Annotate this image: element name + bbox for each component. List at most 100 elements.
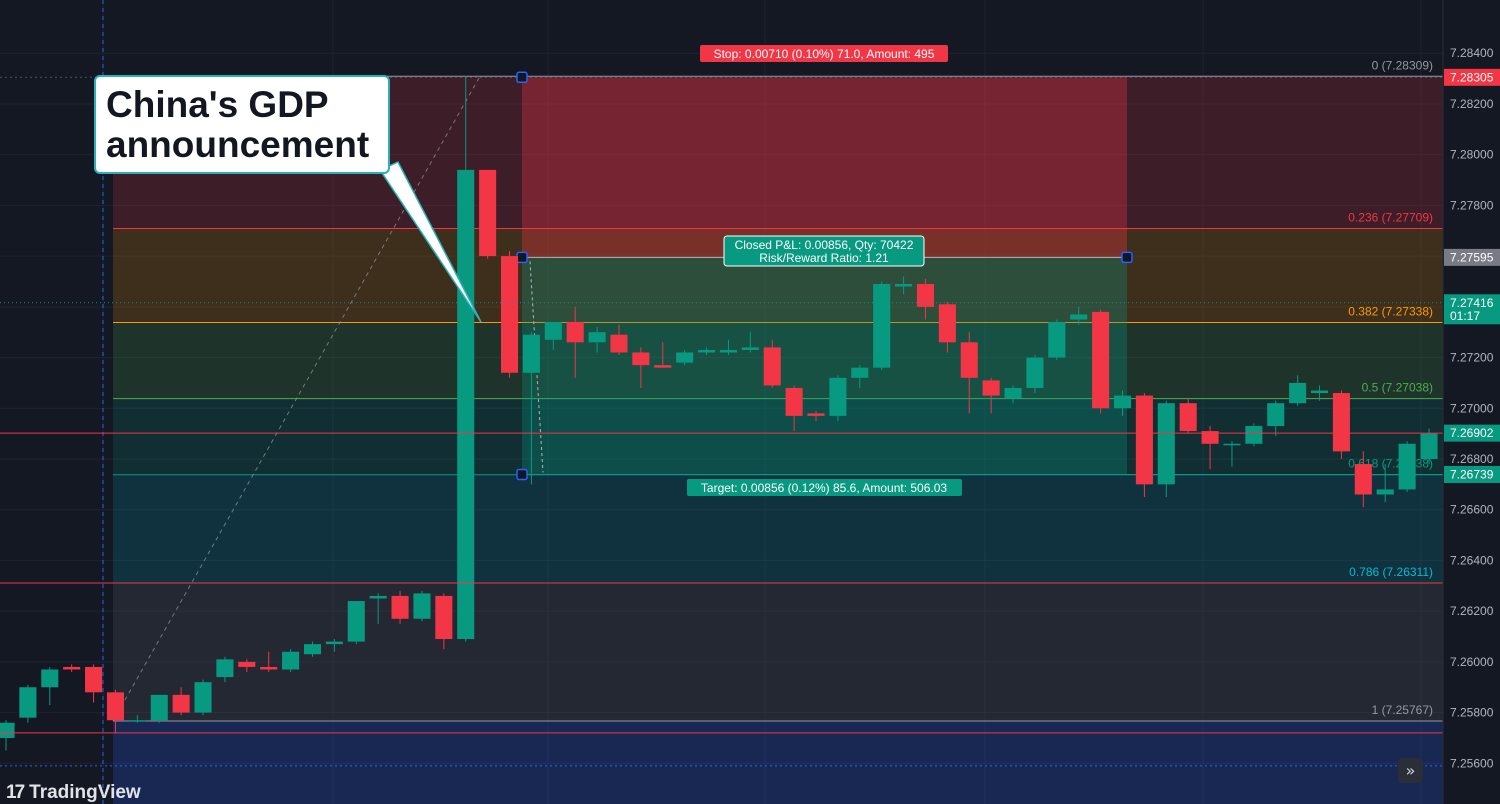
candle xyxy=(0,720,15,751)
candle-body xyxy=(1070,314,1088,320)
candle-body xyxy=(829,377,847,416)
price-axis[interactable]: 7.284007.282007.280007.278007.276007.274… xyxy=(1442,0,1500,804)
candle xyxy=(632,347,650,388)
price-tag[interactable]: 7.26902 xyxy=(1444,424,1500,442)
stop-label-text: Stop: 0.00710 (0.10%) 71.0, Amount: 495 xyxy=(714,47,935,61)
candle-body xyxy=(0,722,15,738)
candle xyxy=(960,332,978,414)
price-tag[interactable]: 7.26739 xyxy=(1444,465,1500,483)
price-tick-label: 7.25800 xyxy=(1450,706,1494,720)
candle xyxy=(719,339,737,356)
candle-body xyxy=(369,595,387,599)
pnl-line-2: Risk/Reward Ratio: 1.21 xyxy=(759,251,889,265)
drag-handle[interactable] xyxy=(1121,251,1133,264)
candle xyxy=(588,327,606,353)
stop-label-bg xyxy=(700,45,948,62)
candle-body xyxy=(1223,443,1241,446)
annotation-callout[interactable]: China's GDP announcement xyxy=(94,75,390,174)
candle-body xyxy=(588,332,606,343)
candle-body xyxy=(676,352,694,363)
price-tag[interactable]: 7.27595 xyxy=(1444,248,1500,266)
candle xyxy=(895,276,913,295)
candle-body xyxy=(106,692,124,721)
candle-body xyxy=(41,669,59,688)
candle-body xyxy=(1157,403,1175,485)
candle-body xyxy=(741,347,759,350)
price-tag-bg xyxy=(1444,68,1500,86)
price-tick-label: 7.26600 xyxy=(1450,503,1494,517)
candle-body xyxy=(260,666,278,670)
fib-band xyxy=(113,583,1443,721)
candle xyxy=(1354,451,1372,508)
candle-body xyxy=(1311,390,1329,394)
candles xyxy=(0,76,1438,751)
candle xyxy=(172,687,190,716)
candle-body xyxy=(1179,403,1197,432)
candle-body xyxy=(1354,464,1372,495)
target-label-text: Target: 0.00856 (0.12%) 85.6, Amount: 50… xyxy=(701,481,947,495)
candle xyxy=(325,639,343,652)
long-position-tool[interactable] xyxy=(0,71,1443,481)
drag-handle[interactable] xyxy=(516,468,528,481)
fib-level-label: 0 (7.28309) xyxy=(1372,58,1433,72)
candle-body xyxy=(413,593,431,619)
candle-body xyxy=(347,601,365,642)
candle-body xyxy=(1048,322,1066,358)
candle-body xyxy=(1135,395,1153,485)
candle-body xyxy=(654,365,672,368)
candle xyxy=(938,301,956,353)
candle xyxy=(544,322,562,350)
candle-body xyxy=(698,349,716,353)
candle-body xyxy=(807,413,825,416)
stop-label: Stop: 0.00710 (0.10%) 71.0, Amount: 495 xyxy=(700,45,948,62)
candle-body xyxy=(391,595,409,619)
candle xyxy=(1245,423,1263,447)
price-tick-label: 7.28200 xyxy=(1450,97,1494,111)
candle xyxy=(85,664,103,703)
fib-retracement[interactable]: 0 (7.28309) 0.236 (7.27709) 0.382 (7.27338… xyxy=(112,58,1443,804)
price-tick-label: 7.26800 xyxy=(1450,452,1494,466)
candle-body xyxy=(851,367,869,378)
price-tag[interactable]: 7.28305 xyxy=(1444,68,1500,86)
candle xyxy=(1289,375,1307,406)
candle-body xyxy=(632,352,650,366)
candle-body xyxy=(282,651,300,670)
candle xyxy=(282,649,300,673)
double-chevron-right-icon[interactable]: » xyxy=(1398,758,1423,783)
candle-body xyxy=(960,342,978,378)
price-tick-label: 7.27000 xyxy=(1450,401,1494,415)
candle-body xyxy=(325,641,343,645)
candle xyxy=(19,684,37,723)
candle xyxy=(238,659,256,673)
candle xyxy=(1398,441,1416,492)
candle xyxy=(654,342,672,368)
price-tag-value: 7.26902 xyxy=(1450,426,1494,440)
candle-body xyxy=(172,694,190,713)
candle-body xyxy=(916,284,935,307)
candle xyxy=(1332,390,1350,459)
price-tick-label: 7.27800 xyxy=(1450,198,1494,212)
candle xyxy=(785,385,803,432)
drag-handle[interactable] xyxy=(516,71,528,84)
candle xyxy=(1179,398,1197,434)
candle xyxy=(763,339,781,388)
candle xyxy=(369,593,387,624)
candle-body xyxy=(1113,395,1132,409)
drag-handle[interactable] xyxy=(516,251,528,264)
candle-body xyxy=(895,284,913,287)
candle xyxy=(1267,400,1285,437)
target-label-bg xyxy=(687,479,962,496)
candle-body xyxy=(216,659,234,678)
candle xyxy=(63,664,81,673)
candle xyxy=(1113,390,1132,416)
price-tag-bg xyxy=(1444,465,1500,483)
candle xyxy=(698,347,716,356)
tradingview-logo[interactable]: 17 TradingView xyxy=(6,782,141,804)
price-tick-label: 7.26000 xyxy=(1450,655,1494,669)
candle xyxy=(194,679,212,716)
candle xyxy=(1420,428,1438,465)
fib-level-label: 0.786 (7.26311) xyxy=(1349,565,1433,579)
candle xyxy=(1135,393,1153,498)
